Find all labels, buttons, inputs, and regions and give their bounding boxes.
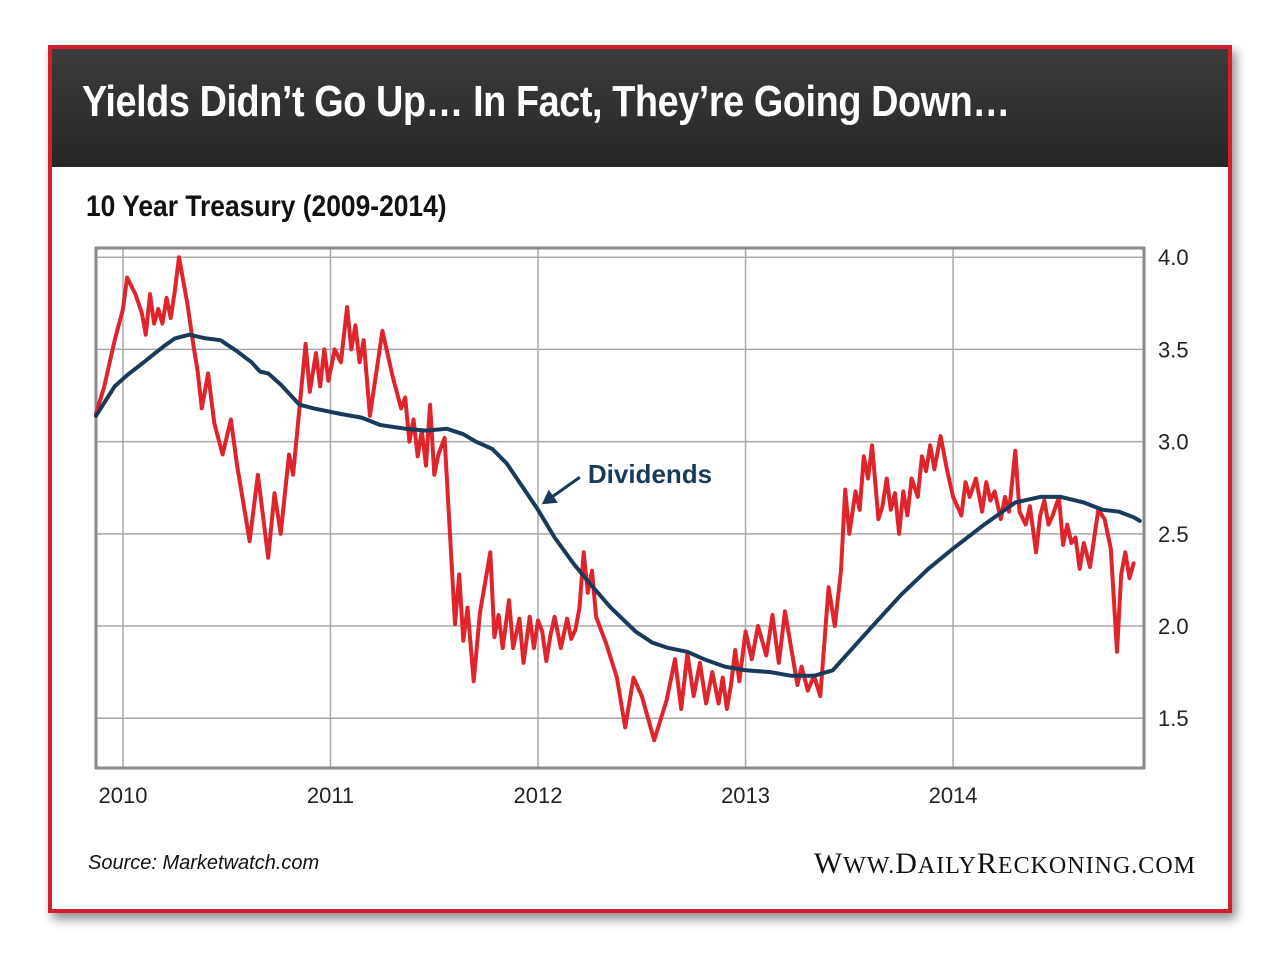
header-bar: Yields Didn’t Go Up… In Fact, They’re Go… [52, 49, 1228, 167]
site-url: WWW.DAILYRECKONING.COM [814, 847, 1196, 881]
x-tick-label: 2013 [721, 783, 770, 808]
y-tick-label: 3.5 [1158, 337, 1189, 362]
y-tick-label: 3.0 [1158, 430, 1189, 455]
dividends-line [94, 332, 1142, 678]
page-title: Yields Didn’t Go Up… In Fact, They’re Go… [82, 77, 1010, 126]
y-tick-label: 4.0 [1158, 245, 1189, 270]
y-tick-label: 2.5 [1158, 522, 1189, 547]
annotation-arrow-head [541, 489, 558, 505]
plot-border [94, 246, 1146, 770]
annotation-label: Dividends [588, 459, 712, 489]
line-chart: 1.5 2.0 2.5 3.0 3.5 4.0 2010 2011 2012 2013 2014 Di… [94, 245, 1189, 808]
x-tick-label: 2010 [99, 783, 148, 808]
source-note: Source: Marketwatch.com [88, 852, 320, 874]
x-tick-label: 2011 [307, 783, 354, 808]
yield-line [94, 255, 1136, 743]
y-tick-label: 2.0 [1158, 614, 1189, 639]
site-url-text: WWW.DAILYRECKONING.COM [813, 847, 1196, 880]
x-tick-label: 2014 [929, 783, 978, 808]
chart-subtitle: 10 Year Treasury (2009-2014) [86, 190, 447, 223]
chart-frame: Yields Didn’t Go Up… In Fact, They’re Go… [48, 45, 1232, 913]
y-tick-label: 1.5 [1158, 706, 1189, 731]
x-tick-label: 2012 [514, 783, 563, 808]
